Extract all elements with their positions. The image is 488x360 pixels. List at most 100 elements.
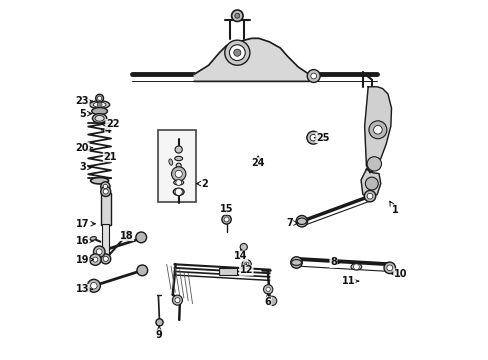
Circle shape [136,232,146,243]
Circle shape [93,257,98,262]
Bar [101,193,110,225]
Circle shape [229,45,244,60]
Text: 16: 16 [76,236,93,246]
Circle shape [310,73,316,79]
Text: 12: 12 [239,264,252,275]
Circle shape [101,186,110,197]
Circle shape [90,283,97,289]
Text: 19: 19 [76,255,93,265]
Bar [102,224,109,257]
Ellipse shape [92,108,107,115]
Text: 15: 15 [220,204,233,215]
Text: 1: 1 [389,201,398,216]
Circle shape [172,295,182,305]
Circle shape [366,193,372,199]
Circle shape [137,265,147,276]
Circle shape [97,102,102,107]
Ellipse shape [93,102,106,107]
Circle shape [233,49,241,56]
Circle shape [103,256,108,261]
Text: 3: 3 [79,162,92,172]
Circle shape [296,216,307,227]
Circle shape [309,134,316,141]
Ellipse shape [297,218,306,225]
Circle shape [231,10,243,22]
Circle shape [234,13,239,18]
Ellipse shape [90,177,108,184]
Circle shape [175,170,182,177]
Circle shape [89,254,101,265]
Ellipse shape [173,180,183,185]
Text: 13: 13 [76,284,92,294]
Text: 2: 2 [196,179,208,189]
Ellipse shape [176,163,181,168]
Circle shape [244,262,248,266]
Text: 17: 17 [76,219,95,229]
Text: 18: 18 [120,231,133,240]
Circle shape [97,96,102,100]
Circle shape [290,257,302,268]
Circle shape [224,217,228,222]
Text: 4: 4 [102,125,111,135]
Bar [158,130,196,202]
Circle shape [175,188,182,195]
Circle shape [306,69,320,82]
Text: 11: 11 [341,276,358,286]
Circle shape [96,249,102,255]
Circle shape [364,190,375,202]
Text: 14: 14 [234,250,247,261]
Ellipse shape [92,114,106,123]
Text: 9: 9 [156,326,162,340]
Text: 7: 7 [285,218,297,228]
Ellipse shape [291,260,301,265]
Ellipse shape [350,264,361,270]
Circle shape [386,265,392,271]
Circle shape [383,262,395,274]
Circle shape [175,298,180,303]
Ellipse shape [168,159,172,165]
Circle shape [293,260,299,265]
Text: 8: 8 [329,257,340,267]
Text: 22: 22 [102,120,119,129]
Circle shape [306,131,319,144]
Circle shape [122,231,132,240]
Circle shape [240,243,247,251]
Circle shape [263,285,272,294]
Bar [219,268,237,275]
Text: 25: 25 [314,133,329,143]
Circle shape [176,180,181,185]
Polygon shape [194,39,308,81]
Circle shape [96,94,103,102]
Circle shape [222,215,231,224]
Text: 20: 20 [76,143,92,153]
Polygon shape [360,169,380,199]
Circle shape [224,40,249,65]
Circle shape [365,177,378,190]
Text: 5: 5 [79,109,92,119]
Circle shape [366,157,381,171]
Text: 24: 24 [251,156,264,168]
Circle shape [171,167,185,181]
Text: 23: 23 [76,96,92,106]
Text: 6: 6 [264,293,271,307]
Circle shape [368,121,386,139]
Circle shape [93,246,105,257]
Ellipse shape [174,156,182,161]
Ellipse shape [173,188,183,195]
Ellipse shape [95,116,104,121]
Ellipse shape [89,101,109,109]
Circle shape [265,287,270,292]
Ellipse shape [90,237,96,240]
Polygon shape [364,87,391,173]
Circle shape [298,219,304,224]
Circle shape [353,264,359,270]
Circle shape [103,184,107,189]
Ellipse shape [306,134,319,142]
Circle shape [242,260,251,269]
Circle shape [267,296,276,306]
Circle shape [101,254,110,264]
Circle shape [156,319,163,326]
Text: 10: 10 [391,269,407,279]
Circle shape [101,182,110,191]
Text: 21: 21 [103,152,117,162]
